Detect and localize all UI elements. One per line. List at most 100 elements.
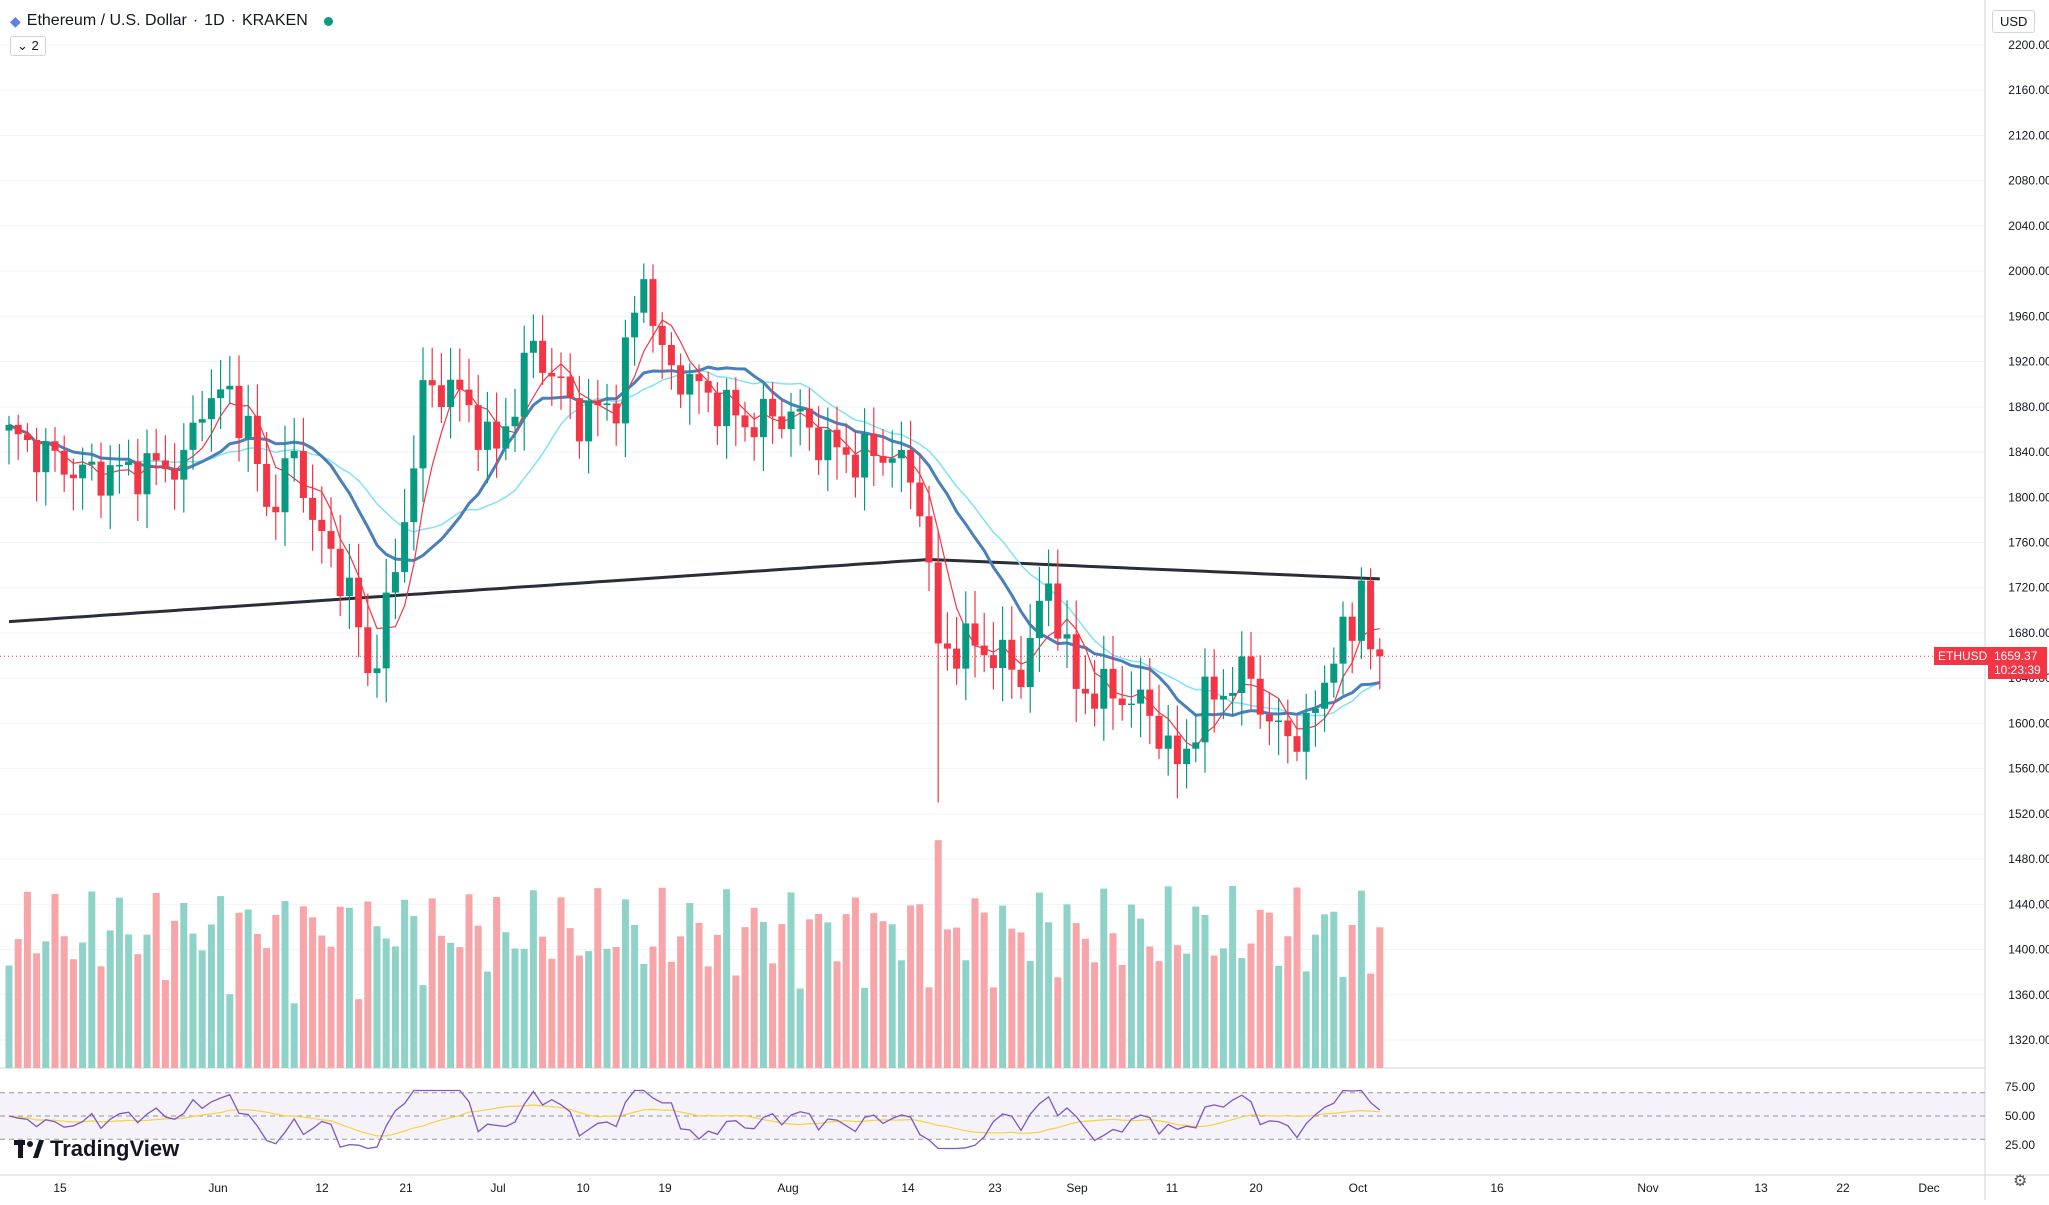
candle-body[interactable] [888,458,896,463]
candle-body[interactable] [1256,678,1264,715]
candle-body[interactable] [355,577,363,628]
candle-body[interactable] [1192,742,1200,749]
candle-body[interactable] [907,450,915,483]
candle-body[interactable] [382,592,390,669]
candle-body[interactable] [419,380,427,469]
candle-body[interactable] [299,451,307,498]
candle-body[interactable] [336,548,344,597]
candle-body[interactable] [456,379,464,390]
candle-body[interactable] [235,385,243,439]
candle-body[interactable] [667,344,675,366]
symbol-header[interactable]: ◆ Ethereum / U.S. Dollar · 1D · KRAKEN [10,12,333,30]
candle-body[interactable] [1017,669,1025,688]
candle-body[interactable] [1008,639,1016,670]
candle-body[interactable] [1330,663,1338,683]
candle-body[interactable] [345,577,353,597]
candle-body[interactable] [69,474,77,479]
candle-body[interactable] [88,461,96,465]
candle-body[interactable] [493,421,501,449]
candle-body[interactable] [437,385,445,408]
candle-body[interactable] [713,392,721,427]
candle-body[interactable] [1063,634,1071,639]
candle-body[interactable] [226,385,234,390]
candle-body[interactable] [796,408,804,412]
candle-body[interactable] [649,279,657,326]
candle-body[interactable] [824,429,832,461]
candle-body[interactable] [759,398,767,438]
candle-body[interactable] [631,312,639,338]
candle-body[interactable] [1091,693,1099,709]
candle-body[interactable] [962,623,970,669]
candle-body[interactable] [1137,689,1145,704]
candle-body[interactable] [999,639,1007,669]
candle-body[interactable] [566,376,574,399]
candle-body[interactable] [640,279,648,313]
candle-body[interactable] [805,408,813,428]
candle-body[interactable] [42,441,50,473]
candle-body[interactable] [1054,583,1062,639]
candle-body[interactable] [1265,714,1273,722]
candle-body[interactable] [410,468,418,523]
candle-body[interactable] [1118,698,1126,706]
candle-body[interactable] [1293,736,1301,752]
candle-body[interactable] [732,389,740,416]
candle-body[interactable] [704,381,712,393]
candle-body[interactable] [1229,693,1237,696]
candle-body[interactable] [244,415,252,439]
candle-body[interactable] [658,325,666,345]
candle-body[interactable] [474,405,482,450]
tradingview-logo[interactable]: TradingView [14,1136,179,1162]
candle-body[interactable] [1238,656,1246,694]
candle-body[interactable] [585,400,593,442]
candle-body[interactable] [1210,676,1218,700]
candle-body[interactable] [529,340,537,353]
candle-body[interactable] [925,516,933,563]
candle-body[interactable] [263,464,271,507]
candle-body[interactable] [401,522,409,573]
candle-body[interactable] [161,460,169,470]
currency-button[interactable]: USD [1992,10,2036,33]
candle-body[interactable] [1045,583,1053,601]
candle-body[interactable] [428,380,436,386]
candle-body[interactable] [612,403,620,424]
candle-body[interactable] [1081,688,1089,694]
candle-body[interactable] [548,372,556,377]
candle-body[interactable] [943,643,951,649]
candle-body[interactable] [769,398,777,417]
candle-body[interactable] [539,340,547,373]
candle-body[interactable] [1247,656,1255,679]
candle-body[interactable] [23,434,31,441]
candle-body[interactable] [842,447,850,455]
candle-body[interactable] [1201,676,1209,743]
candle-body[interactable] [134,461,142,495]
candle-body[interactable] [483,421,491,450]
candle-body[interactable] [1109,668,1117,699]
candle-body[interactable] [1219,695,1227,700]
candle-body[interactable] [106,465,114,496]
candle-body[interactable] [502,426,510,449]
candle-body[interactable] [1376,649,1384,657]
candle-body[interactable] [318,519,326,532]
candle-body[interactable] [465,389,473,406]
candle-body[interactable] [272,506,280,513]
candle-body[interactable] [677,365,685,395]
candle-body[interactable] [833,429,841,448]
candle-body[interactable] [953,648,961,669]
candle-body[interactable] [897,450,905,459]
settings-gear-icon[interactable]: ⚙ [2013,1173,2028,1190]
candle-body[interactable] [1284,720,1292,737]
candle-body[interactable] [1100,668,1108,709]
candle-body[interactable] [364,627,372,674]
candle-body[interactable] [787,411,795,430]
candle-body[interactable] [741,415,749,428]
candle-body[interactable] [1155,715,1163,749]
candle-body[interactable] [1146,689,1154,716]
candle-body[interactable] [723,389,731,427]
candle-body[interactable] [861,433,869,478]
candle-body[interactable] [207,398,215,420]
candle-body[interactable] [557,376,565,378]
candle-body[interactable] [373,668,381,674]
candle-body[interactable] [391,572,399,593]
